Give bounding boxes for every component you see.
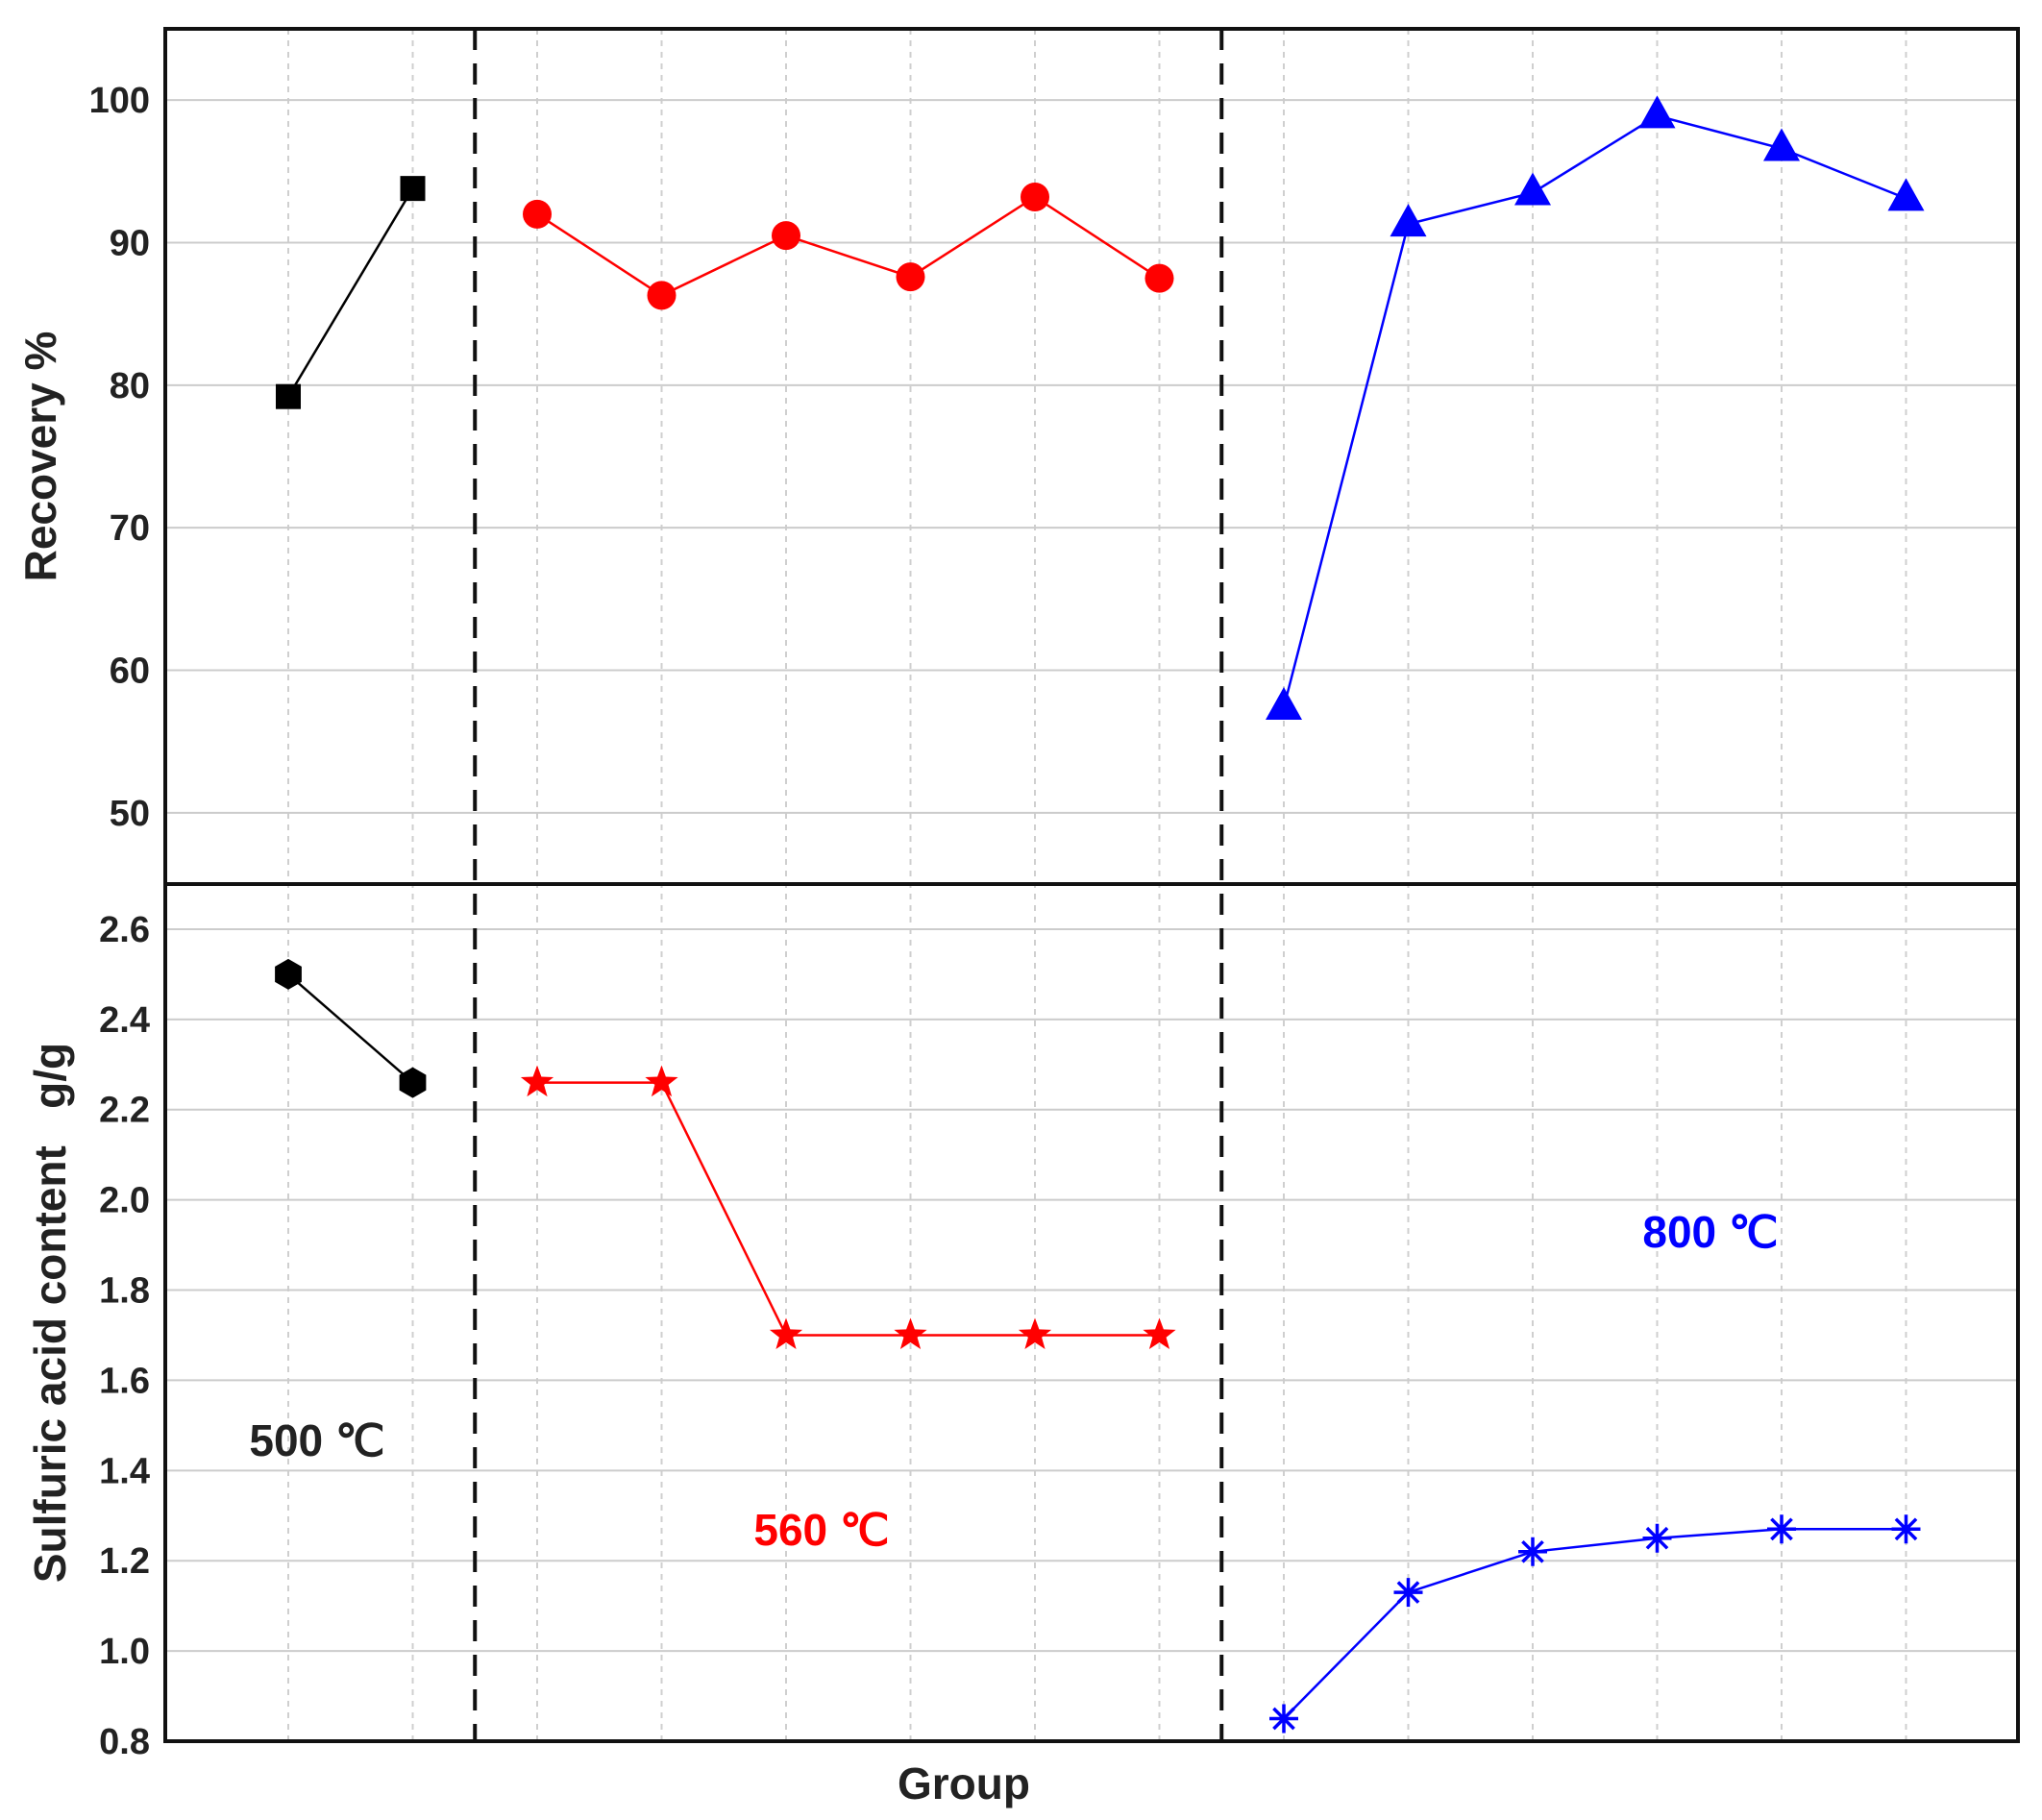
recovery-data-point <box>523 199 552 229</box>
series-layer <box>275 95 1925 1734</box>
sulfuric-data-point <box>399 1067 427 1098</box>
sulfuric-y-tick-label: 2.2 <box>99 1091 150 1131</box>
sulfuric-y-tick-label: 2.0 <box>99 1181 150 1221</box>
sulfuric-data-point <box>1642 1523 1672 1553</box>
sulfuric-y-tick-label: 0.8 <box>99 1722 150 1762</box>
annotation-500: 500 ℃ <box>249 1415 384 1465</box>
sulfuric-data-point <box>1891 1514 1921 1544</box>
recovery-y-axis-label: Recovery % <box>15 332 65 582</box>
sulfuric-data-point <box>1518 1537 1547 1566</box>
frame-layer <box>163 27 2020 1743</box>
recovery-y-tick-label: 70 <box>110 508 150 549</box>
sulfuric-data-point <box>645 1065 678 1097</box>
recovery-y-tick-label: 50 <box>110 794 150 834</box>
sulfuric-series-line <box>1283 1528 1907 1720</box>
sulfuric-y-tick-label: 2.6 <box>99 910 150 950</box>
recovery-data-point <box>772 221 800 251</box>
recovery-data-point <box>276 383 301 409</box>
recovery-y-tick-label: 60 <box>110 652 150 692</box>
sulfuric-data-point <box>1143 1317 1176 1349</box>
recovery-data-point <box>1763 128 1800 161</box>
recovery-data-point <box>1390 204 1427 237</box>
recovery-data-point <box>1144 263 1174 293</box>
recovery-data-point <box>647 281 677 310</box>
sulfuric-y-tick-label: 2.4 <box>99 1000 150 1041</box>
sulfuric-data-point <box>520 1065 554 1097</box>
recovery-data-point <box>1638 95 1676 129</box>
recovery-y-tick-label: 100 <box>89 81 150 121</box>
recovery-data-point <box>1021 183 1049 212</box>
sulfuric-data-point <box>1269 1704 1298 1734</box>
recovery-data-point <box>1887 178 1925 211</box>
recovery-data-point <box>400 176 426 202</box>
sulfuric-y-axis-label: Sulfuric acid content g/g <box>25 1043 75 1583</box>
recovery-y-tick-label: 90 <box>110 224 150 264</box>
recovery-series-line <box>1282 114 1907 708</box>
sulfuric-data-point <box>275 958 302 990</box>
annotation-800: 800 ℃ <box>1642 1207 1778 1257</box>
sulfuric-y-tick-label: 1.2 <box>99 1541 150 1582</box>
recovery-data-point <box>896 262 925 292</box>
text-layer: Group Recovery % Sulfuric acid content g… <box>15 81 1779 1808</box>
sulfuric-data-point <box>1018 1317 1052 1349</box>
sulfuric-y-tick-label: 1.6 <box>99 1361 150 1401</box>
recovery-y-tick-label: 80 <box>110 366 150 406</box>
sulfuric-data-point <box>1393 1578 1423 1608</box>
sulfuric-series-line <box>537 1081 1160 1337</box>
annotation-560: 560 ℃ <box>753 1505 889 1555</box>
recovery-series-line <box>286 187 414 398</box>
sulfuric-data-point <box>769 1317 803 1349</box>
sulfuric-y-tick-label: 1.4 <box>99 1451 150 1491</box>
recovery-series-line <box>536 195 1161 297</box>
recovery-data-point <box>1266 686 1302 720</box>
sulfuric-y-tick-label: 1.8 <box>99 1271 150 1312</box>
recovery-data-point <box>1514 172 1551 206</box>
sulfuric-data-point <box>1767 1514 1796 1544</box>
sulfuric-data-point <box>894 1317 927 1349</box>
sulfuric-y-tick-label: 1.0 <box>99 1632 150 1672</box>
sulfuric-series-line <box>287 972 414 1084</box>
x-axis-label: Group <box>898 1759 1030 1808</box>
